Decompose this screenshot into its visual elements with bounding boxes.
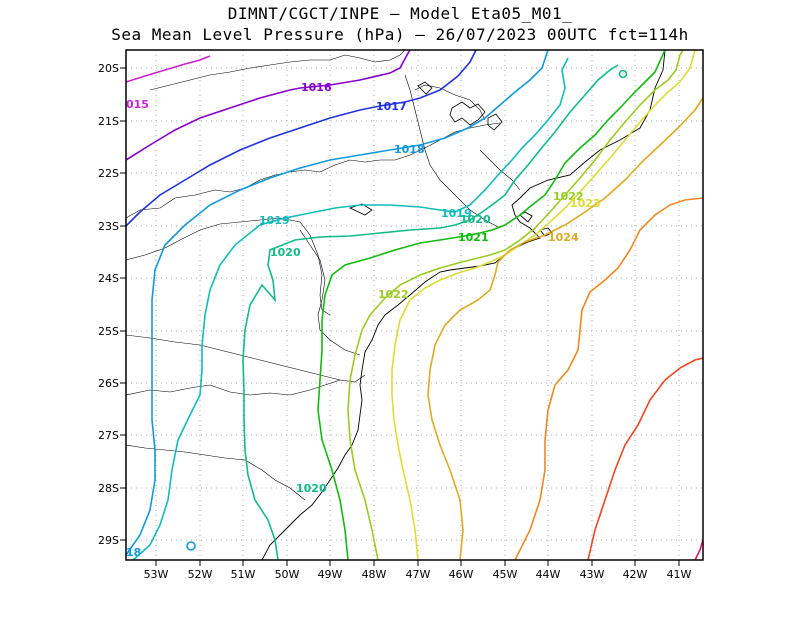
isobar-1019 — [132, 57, 569, 560]
isobar-1025 — [514, 197, 703, 560]
lon-label: 53W — [144, 568, 169, 581]
isobar-1026 — [587, 357, 703, 560]
isobar-1027 — [694, 539, 703, 560]
isobar-1016 — [126, 50, 411, 161]
state-borders — [126, 50, 521, 501]
lon-label: 45W — [493, 568, 518, 581]
label-1023: 1023 — [570, 197, 601, 210]
label-1020-b: 1020 — [460, 213, 491, 226]
lon-label: 41W — [667, 568, 692, 581]
label-1018-b: 18 — [126, 546, 141, 559]
lat-label: 25S — [98, 325, 119, 338]
label-1021: 1021 — [458, 231, 489, 244]
lon-label: 51W — [231, 568, 256, 581]
lat-label: 27S — [98, 429, 119, 442]
label-1019-b: 1019 — [441, 207, 472, 220]
lat-label: 28S — [98, 482, 119, 495]
label-1024: 1024 — [548, 231, 579, 244]
lat-label: 20S — [98, 62, 119, 75]
isobars — [126, 50, 703, 560]
isobar-1024 — [427, 97, 703, 560]
label-1022-b: 1022 — [553, 190, 584, 203]
label-1019: 1019 — [259, 214, 290, 227]
isobar-1023 — [391, 50, 696, 560]
label-1020-c: 1020 — [296, 482, 327, 495]
isobar-closed-1020 — [618, 69, 628, 79]
chart-title: DIMNT/CGCT/INPE — Model Eta05_M01_ — [227, 4, 573, 23]
lat-label: 29S — [98, 534, 119, 547]
plot-frame — [125, 49, 704, 561]
lon-label: 42W — [623, 568, 648, 581]
lon-label: 52W — [188, 568, 213, 581]
label-1017: 1017 — [376, 100, 407, 113]
grid — [126, 50, 703, 560]
chart-subtitle: Sea Mean Level Pressure (hPa) — 26/07/20… — [111, 25, 689, 44]
lat-label: 26S — [98, 377, 119, 390]
lat-label: 23S — [98, 220, 119, 233]
lon-label: 49W — [318, 568, 343, 581]
lat-label: 21S — [98, 115, 119, 128]
label-1018: 1018 — [394, 143, 425, 156]
lon-label: 43W — [580, 568, 605, 581]
isobar-1017 — [126, 50, 477, 227]
lon-label: 44W — [536, 568, 561, 581]
isobar-closed-1018 — [186, 541, 196, 551]
label-1016: 1016 — [301, 81, 332, 94]
isobar-1020 — [242, 64, 619, 560]
isobar-1018 — [126, 50, 549, 556]
isobar-1015 — [126, 55, 211, 83]
contour-labels: 015 1016 1017 1018 18 1019 1019 1020 102… — [126, 81, 601, 559]
lon-label: 46W — [449, 568, 474, 581]
lon-label: 50W — [275, 568, 300, 581]
lon-axis-labels: 53W 52W 51W 50W 49W 48W 47W 46W 45W 44W … — [144, 568, 692, 581]
lat-axis-labels: 20S 21S 22S 23S 24S 25S 26S 27S 28S 29S — [98, 62, 119, 547]
lat-label: 24S — [98, 272, 119, 285]
isobar-1022 — [347, 50, 684, 560]
label-1020: 1020 — [270, 246, 301, 259]
isobar-1021 — [317, 50, 666, 560]
ticks — [120, 67, 680, 566]
lat-label: 22S — [98, 167, 119, 180]
lon-label: 48W — [362, 568, 387, 581]
label-1022: 1022 — [378, 288, 409, 301]
label-1015: 015 — [126, 98, 149, 111]
reservoirs — [348, 81, 503, 216]
lon-label: 47W — [406, 568, 431, 581]
